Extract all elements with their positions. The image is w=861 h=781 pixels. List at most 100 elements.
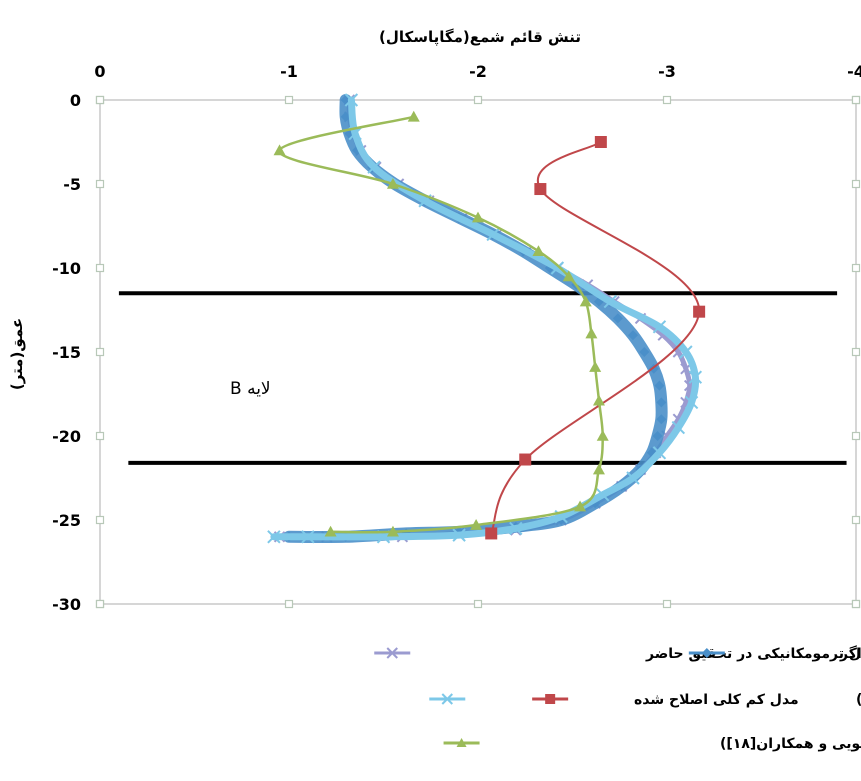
reference-lines: [118, 291, 847, 465]
data-point: [267, 530, 281, 544]
data-point: [639, 347, 650, 357]
data-point: [407, 110, 420, 122]
data-point: [485, 527, 498, 540]
y-tick-label: -20: [52, 427, 81, 446]
series-line: [277, 97, 693, 540]
data-point: [596, 430, 609, 441]
x-tick-label: 0: [94, 62, 105, 81]
x-axis-title: تنش قائم شمع(مگاپاسکال): [379, 28, 581, 47]
y-tick-label: 0: [70, 91, 81, 110]
series-line: [278, 115, 604, 534]
y-tick-label: -30: [52, 595, 81, 614]
axis-tick-marker: [95, 95, 105, 105]
axis-tick-marker: [95, 515, 105, 525]
data-point: [532, 245, 545, 256]
series-3: [485, 136, 706, 540]
data-point: [652, 431, 663, 441]
axis-tick-marker: [95, 179, 105, 189]
axis-tick-marker: [473, 599, 483, 609]
data-point: [652, 446, 667, 460]
series-layer: [267, 93, 706, 544]
data-point: [519, 453, 532, 466]
data-point: [470, 519, 483, 530]
data-point: [574, 500, 587, 512]
axis-tick-marker: [851, 431, 861, 441]
data-point: [693, 305, 706, 318]
series-4: [273, 110, 609, 537]
data-point: [656, 397, 667, 408]
data-point: [656, 414, 667, 425]
data-point: [550, 261, 565, 275]
axis-tick-marker: [662, 95, 672, 105]
y-tick-label: -5: [63, 175, 81, 194]
data-point: [452, 528, 466, 542]
axis-tick-marker: [851, 179, 861, 189]
data-point: [441, 693, 453, 705]
axis-tick-marker: [284, 599, 294, 609]
data-point: [592, 394, 605, 406]
y-tick-label: -25: [52, 511, 81, 530]
axis-tick-marker: [851, 347, 861, 357]
data-point: [585, 327, 598, 339]
data-point: [472, 211, 484, 223]
data-point: [273, 144, 286, 156]
series-2: [267, 93, 703, 544]
data-point: [589, 361, 602, 372]
axis-tick-marker: [851, 599, 861, 609]
axis-tick-marker: [95, 347, 105, 357]
data-point: [340, 111, 351, 122]
x-tick-labels: 0 -1 -2 -3 -4: [94, 62, 861, 81]
data-point: [652, 320, 667, 334]
layer-annotation: لایه B: [230, 379, 271, 399]
axis-tick-marker: [851, 515, 861, 525]
data-point: [386, 647, 398, 659]
series-1: [283, 94, 668, 544]
data-point: [344, 93, 359, 107]
data-point: [386, 525, 399, 537]
axis-tick-marker: [95, 599, 105, 609]
legend-label: مدل کم کلی اصلاح شده: [634, 692, 799, 708]
legend-label: داده های صحرایی(لالویی و همکاران[۱۸]): [856, 692, 861, 708]
data-point: [603, 294, 618, 309]
y-axis-title: عمق(متر): [8, 318, 26, 390]
y-tick-label: -15: [52, 343, 81, 362]
x-tick-label: -1: [280, 62, 298, 81]
data-point: [688, 370, 703, 384]
data-point: [626, 471, 640, 485]
data-point: [509, 521, 523, 536]
legend: مدل ترمومکانیکی در تحقیق حاضرمدل دراکر پ…: [374, 645, 861, 752]
axis-tick-marker: [95, 263, 105, 273]
data-point: [671, 420, 686, 435]
data-point: [654, 380, 665, 391]
y-tick-labels: 0 -5 -10 -15 -20 -25 -30: [52, 91, 81, 614]
data-point: [562, 270, 575, 282]
data-point: [701, 648, 712, 658]
data-point: [324, 525, 337, 537]
y-tick-label: -10: [52, 259, 81, 278]
data-point: [679, 345, 693, 359]
legend-label: مدل ترمومکانیکی در تحقیق حاضر: [645, 646, 861, 662]
data-point: [545, 694, 556, 704]
data-point: [684, 395, 699, 410]
legend-label: مدل دراکر پراگر: [839, 645, 861, 662]
data-point: [579, 295, 592, 307]
axis-tick-marker: [851, 95, 861, 105]
x-tick-label: -4: [847, 62, 861, 81]
data-point: [486, 227, 500, 242]
legend-label: نتایج عددی(لالویی و همکاران[۱۸]): [720, 736, 861, 752]
axis-tick-marker: [662, 599, 672, 609]
data-point: [594, 136, 607, 148]
x-tick-label: -3: [658, 62, 676, 81]
axis-tick-marker: [284, 95, 294, 105]
data-point: [596, 488, 610, 502]
data-point: [592, 463, 605, 475]
data-point: [301, 530, 315, 544]
axis-tick-marker: [473, 95, 483, 105]
data-point: [534, 183, 547, 196]
data-point: [367, 160, 381, 174]
axis-tick-markers: [95, 95, 861, 609]
x-tick-label: -2: [469, 62, 487, 81]
data-point: [612, 313, 623, 324]
data-point: [456, 738, 467, 747]
